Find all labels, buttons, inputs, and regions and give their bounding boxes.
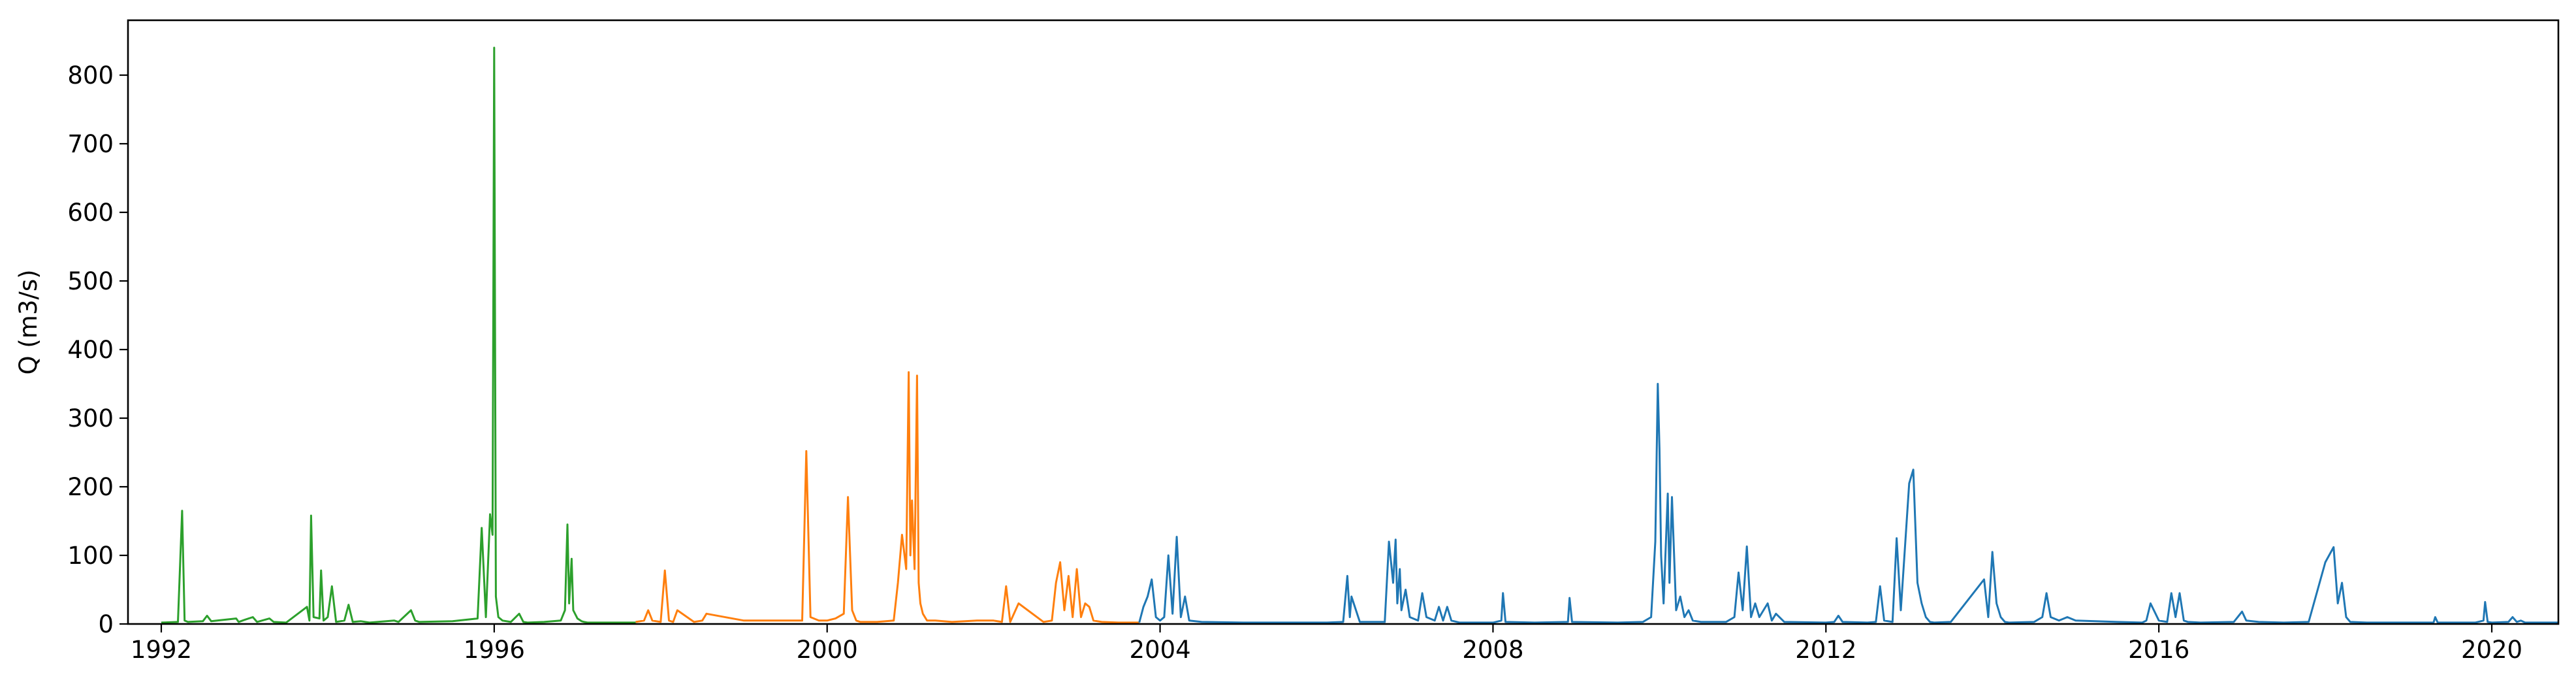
y-tick-label: 600 bbox=[67, 199, 114, 227]
x-tick-label: 2000 bbox=[797, 636, 858, 664]
x-tick-label: 2020 bbox=[2461, 636, 2522, 664]
x-tick-label: 1996 bbox=[464, 636, 525, 664]
y-tick-label: 0 bbox=[98, 610, 114, 638]
x-tick-label: 1992 bbox=[131, 636, 192, 664]
y-tick-label: 400 bbox=[67, 336, 114, 364]
series-line-2 bbox=[635, 371, 1139, 624]
x-tick-label: 2012 bbox=[1795, 636, 1856, 664]
y-tick-label: 500 bbox=[67, 267, 114, 295]
y-tick-label: 300 bbox=[67, 404, 114, 433]
series-line-1 bbox=[161, 46, 636, 624]
x-axis: 1992 1996 2000 2004 2008 2012 2016 2020 bbox=[131, 624, 2522, 664]
y-axis-label: Q (m3/s) bbox=[14, 269, 42, 374]
y-tick-label: 100 bbox=[67, 542, 114, 570]
y-tick-label: 800 bbox=[67, 61, 114, 90]
y-tick-label: 700 bbox=[67, 130, 114, 158]
y-tick-label: 200 bbox=[67, 473, 114, 501]
x-tick-label: 2016 bbox=[2128, 636, 2189, 664]
series-line-3 bbox=[1138, 383, 2558, 624]
x-tick-label: 2004 bbox=[1129, 636, 1190, 664]
x-tick-label: 2008 bbox=[1462, 636, 1523, 664]
y-axis: 0 100 200 300 400 500 600 700 800 bbox=[67, 61, 128, 638]
series-layer bbox=[161, 46, 2558, 624]
plot-frame bbox=[127, 19, 2560, 625]
